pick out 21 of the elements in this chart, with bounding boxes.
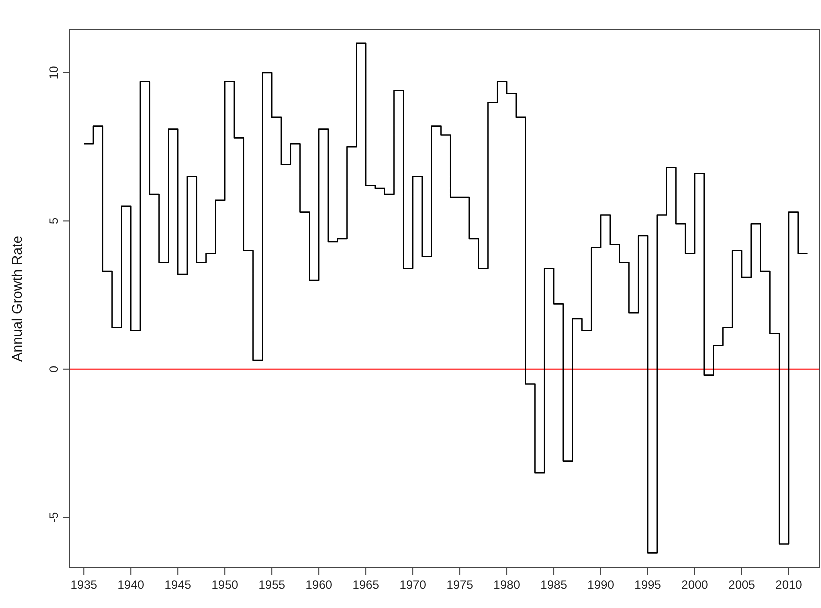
x-tick-label: 1970 <box>400 578 427 592</box>
y-tick-label: 5 <box>47 218 61 225</box>
x-tick-label: 1950 <box>212 578 239 592</box>
x-tick-label: 2000 <box>682 578 709 592</box>
x-tick-label: 1945 <box>164 578 192 592</box>
y-tick-label: 0 <box>47 366 61 373</box>
x-tick-label: 1975 <box>446 578 474 592</box>
x-tick-label: 1965 <box>352 578 380 592</box>
x-tick-label: 1955 <box>258 578 286 592</box>
x-tick-label: 1995 <box>634 578 662 592</box>
y-tick-label: 10 <box>47 66 61 80</box>
x-tick-label: 2010 <box>776 578 803 592</box>
x-tick-label: 1990 <box>588 578 615 592</box>
y-axis-title: Annual Growth Rate <box>9 236 25 362</box>
x-tick-label: 1935 <box>70 578 98 592</box>
x-tick-label: 1985 <box>540 578 568 592</box>
x-tick-label: 1960 <box>306 578 333 592</box>
y-tick-label: -5 <box>47 512 61 523</box>
x-tick-label: 2005 <box>728 578 756 592</box>
x-tick-label: 1980 <box>494 578 521 592</box>
x-tick-label: 1940 <box>118 578 145 592</box>
